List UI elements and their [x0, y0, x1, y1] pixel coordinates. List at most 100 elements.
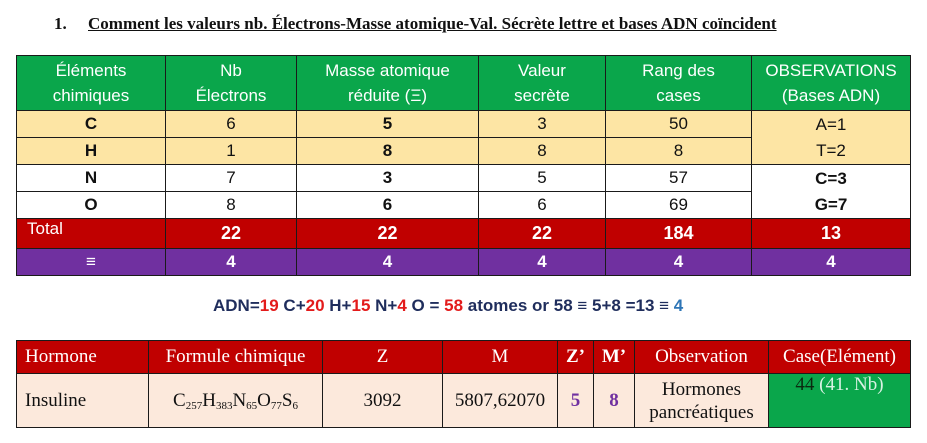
- formula-element: N: [232, 389, 247, 411]
- header-line: secrète: [514, 86, 570, 105]
- base-g: G=7: [814, 194, 848, 214]
- base-a: A=1: [815, 114, 847, 134]
- observation-line: pancréatiques: [649, 401, 754, 423]
- masse-cell: 5: [296, 110, 479, 138]
- eq-text: ADN=: [213, 296, 260, 315]
- z-value: 3092: [322, 373, 443, 428]
- header-line: Électrons: [195, 86, 267, 105]
- header-rang: Rang des cases: [605, 55, 752, 111]
- eq-total-atoms: 58: [444, 296, 464, 315]
- equiv-masse: 4: [296, 248, 479, 276]
- valeur-cell: 6: [478, 191, 606, 219]
- element-cell: N: [16, 164, 166, 192]
- formula-count: 77: [270, 399, 282, 412]
- rang-cell: 50: [605, 110, 752, 138]
- header-elements: Éléments chimiques: [16, 55, 166, 111]
- header-case: Case(Elément): [768, 340, 911, 374]
- observations-cell-cg: C=3 G=7: [751, 164, 911, 219]
- section-title: 1. Comment les valeurs nb. Électrons-Mass…: [54, 14, 777, 34]
- equiv-valeur: 4: [478, 248, 606, 276]
- header-line: Rang des: [642, 61, 715, 80]
- element-cell: O: [16, 191, 166, 219]
- header-z-prime: Z’: [557, 340, 594, 374]
- adn-equation: ADN=19 C+20 H+15 N+4 O = 58 atomes or 58…: [213, 296, 683, 316]
- valeur-cell: 8: [478, 137, 606, 165]
- hormone-name: Insuline: [16, 373, 149, 428]
- header-valeur: Valeur secrète: [478, 55, 606, 111]
- electrons-cell: 8: [165, 191, 297, 219]
- table-row: H 1 8 8 8: [16, 137, 911, 165]
- eq-count-n: 15: [351, 296, 371, 315]
- electrons-cell: 6: [165, 110, 297, 138]
- formula-element: H: [202, 389, 216, 411]
- base-c: C=3: [815, 168, 847, 188]
- masse-cell: 8: [296, 137, 479, 165]
- valeur-cell: 3: [478, 110, 606, 138]
- masse-cell: 6: [296, 191, 479, 219]
- total-label: Total: [16, 218, 166, 249]
- case-element: (41. Nb): [814, 374, 884, 395]
- header-line: cases: [656, 86, 701, 105]
- element-cell: H: [16, 137, 166, 165]
- formula-element: C: [173, 389, 186, 411]
- equiv-electrons: 4: [165, 248, 297, 276]
- total-masse: 22: [296, 218, 479, 249]
- eq-text: H+: [324, 296, 352, 315]
- hormone-table: Hormone Formule chimique Z M Z’ M’ Obser…: [16, 340, 911, 428]
- z-prime-value: 5: [557, 373, 594, 428]
- eq-text: C+: [278, 296, 306, 315]
- m-prime-value: 8: [593, 373, 635, 428]
- header-line: OBSERVATIONS: [765, 61, 897, 80]
- electrons-cell: 1: [165, 137, 297, 165]
- equiv-row: ≡ 4 4 4 4 4: [16, 248, 911, 276]
- rang-cell: 69: [605, 191, 752, 219]
- chemical-formula: C257H383N65O77S6: [148, 373, 323, 428]
- eq-count-o: 4: [397, 296, 407, 315]
- header-line: réduite (Ξ): [347, 86, 428, 105]
- table-row: N 7 3 5 57 C=3 G=7: [16, 164, 911, 219]
- hormone-table-header: Hormone Formule chimique Z M Z’ M’ Obser…: [16, 340, 911, 374]
- electrons-cell: 7: [165, 164, 297, 192]
- eq-count-h: 20: [305, 296, 325, 315]
- table-row: Insuline C257H383N65O77S6 3092 5807,6207…: [16, 373, 911, 428]
- base-t: T=2: [816, 140, 846, 160]
- total-obs: 13: [751, 218, 911, 249]
- m-value: 5807,62070: [442, 373, 558, 428]
- header-line: Valeur: [518, 61, 566, 80]
- section-title-text: Comment les valeurs nb. Électrons-Masse …: [88, 14, 777, 33]
- equiv-label: ≡: [16, 248, 166, 276]
- element-cell: C: [16, 110, 166, 138]
- equiv-rang: 4: [605, 248, 752, 276]
- eq-text: N+: [370, 296, 398, 315]
- formula-element: O: [257, 389, 271, 411]
- header-hormone: Hormone: [16, 340, 149, 374]
- formula-count: 65: [246, 399, 258, 412]
- total-rang: 184: [605, 218, 752, 249]
- header-line: Éléments: [55, 61, 127, 80]
- header-electrons: Nb Électrons: [165, 55, 297, 111]
- header-observation: Observation: [634, 340, 769, 374]
- header-line: Masse atomique: [325, 61, 450, 80]
- eq-text: O =: [406, 296, 445, 315]
- formula-count: 6: [292, 399, 298, 412]
- header-line: chimiques: [52, 86, 130, 105]
- eq-result: 4: [673, 296, 684, 315]
- total-valeur: 22: [478, 218, 606, 249]
- formula-count: 383: [215, 399, 233, 412]
- rang-cell: 57: [605, 164, 752, 192]
- eq-text: atomes or 58 ≡ 5+8 =13 ≡: [463, 296, 674, 315]
- formula-count: 257: [185, 399, 203, 412]
- section-number: 1.: [54, 14, 67, 33]
- header-masse: Masse atomique réduite (Ξ): [296, 55, 479, 111]
- header-m-prime: M’: [593, 340, 635, 374]
- header-line: (Bases ADN): [781, 86, 881, 105]
- table-row: C 6 5 3 50 A=1 T=2: [16, 110, 911, 165]
- formula-element: S: [281, 389, 293, 411]
- total-electrons: 22: [165, 218, 297, 249]
- total-row: Total 22 22 22 184 13: [16, 218, 911, 249]
- eq-count-c: 19: [259, 296, 279, 315]
- observation-line: Hormones: [661, 378, 742, 400]
- equiv-obs: 4: [751, 248, 911, 276]
- case-number: 44: [795, 374, 815, 395]
- observations-cell-at: A=1 T=2: [751, 110, 911, 165]
